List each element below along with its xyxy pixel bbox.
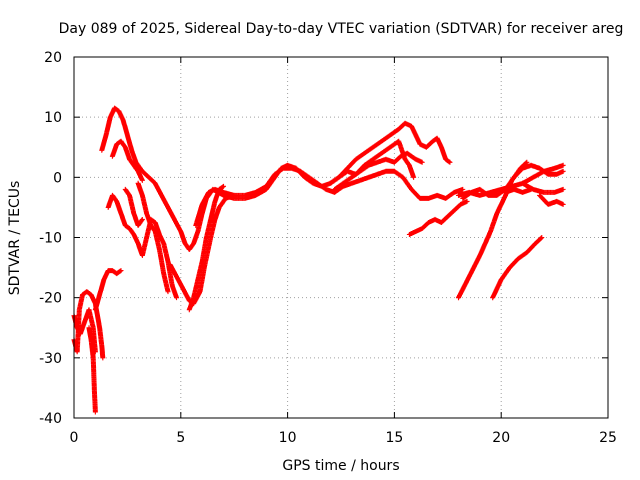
y-tick-label: 20: [44, 50, 62, 66]
series-markers: [186, 183, 227, 313]
series-track-l: [193, 165, 466, 228]
y-tick-label: 0: [53, 170, 62, 186]
series-markers: [122, 186, 145, 228]
series-markers: [406, 198, 470, 237]
series-track-s: [490, 235, 545, 301]
y-tick-label: -10: [39, 231, 62, 247]
x-tick-label: 15: [385, 430, 403, 446]
series-markers: [92, 268, 124, 313]
series-track-k: [186, 183, 227, 313]
y-tick-label: -20: [39, 291, 62, 307]
series-track-c: [86, 325, 98, 415]
series-markers: [135, 180, 171, 295]
x-axis-label: GPS time / hours: [282, 458, 399, 474]
series-markers: [490, 235, 545, 301]
x-tick-label: 5: [176, 430, 185, 446]
series-track-n: [332, 150, 425, 192]
series-markers: [109, 138, 145, 183]
series-track-v: [503, 186, 534, 195]
series-markers: [86, 325, 98, 415]
series-track-d: [92, 268, 124, 313]
series-markers: [193, 165, 466, 228]
series-track-h: [122, 186, 145, 228]
plot-frame: [73, 56, 609, 419]
series-track-o: [406, 198, 470, 237]
y-tick-label: -40: [39, 411, 62, 427]
series-markers: [327, 120, 453, 186]
x-tick-label: 0: [70, 430, 79, 446]
x-tick-label: 25: [599, 430, 617, 446]
series-track-u: [537, 192, 566, 207]
series-markers: [167, 192, 237, 307]
series-markers: [503, 186, 534, 195]
series-markers: [537, 192, 566, 207]
x-tick-label: 10: [279, 430, 297, 446]
series-markers: [332, 150, 425, 192]
series-track-j: [167, 192, 237, 307]
tick-labels: 0 5 10 15 20 25 -40 -30 -20 -10 0 10 20: [39, 50, 617, 446]
x-tick-label: 20: [492, 430, 510, 446]
series-track-f: [109, 138, 145, 183]
series-track-m: [327, 120, 453, 186]
y-tick-label: 10: [44, 110, 62, 126]
series-track-i: [135, 180, 171, 295]
y-axis-label: SDTVAR / TECUs: [7, 181, 23, 296]
chart-title: Day 089 of 2025, Sidereal Day-to-day VTE…: [59, 21, 624, 37]
y-tick-label: -30: [39, 351, 62, 367]
data-points: [71, 105, 566, 415]
